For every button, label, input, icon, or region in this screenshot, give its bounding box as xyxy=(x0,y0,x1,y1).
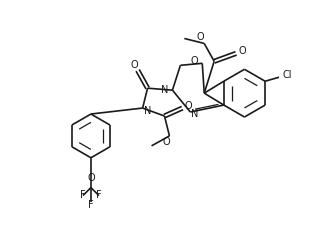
Text: F: F xyxy=(88,201,94,211)
Text: O: O xyxy=(131,60,139,70)
Text: O: O xyxy=(238,46,246,56)
Text: N: N xyxy=(144,106,151,116)
Text: N: N xyxy=(191,109,198,119)
Text: O: O xyxy=(197,33,204,42)
Text: O: O xyxy=(87,173,95,183)
Text: F: F xyxy=(80,190,86,200)
Text: O: O xyxy=(184,101,192,111)
Text: N: N xyxy=(161,85,168,95)
Text: O: O xyxy=(190,56,198,66)
Text: F: F xyxy=(96,190,102,200)
Text: Cl: Cl xyxy=(282,70,292,80)
Text: O: O xyxy=(163,137,170,147)
